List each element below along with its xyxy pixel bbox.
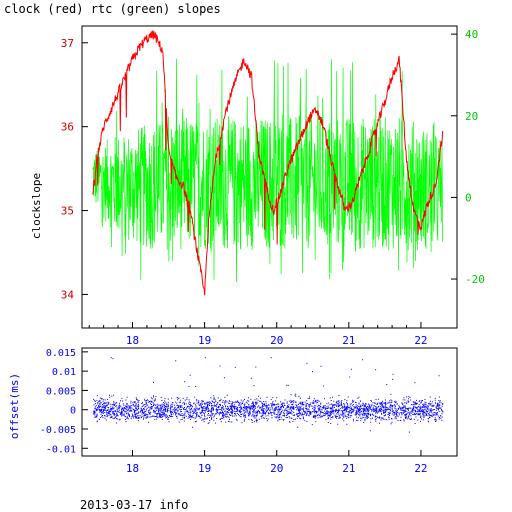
- y-left-tick-label: 36: [61, 121, 74, 134]
- rtc-line: [92, 58, 443, 283]
- y-right-tick-label: 40: [465, 28, 478, 41]
- bottom-y-tick-label: -0.01: [46, 444, 76, 455]
- bottom-x-tick-label: 19: [198, 462, 211, 475]
- footer-date-label: 2013-03-17 info: [80, 498, 189, 512]
- clockslope-axis-label: clockslope: [30, 173, 43, 239]
- offset-axis-label: offset(ms): [8, 373, 21, 439]
- x-tick-label: 21: [342, 334, 355, 345]
- bottom-x-tick-label: 20: [270, 462, 283, 475]
- clock-series: [92, 30, 444, 296]
- y-right-tick-label: 20: [465, 110, 478, 123]
- y-left-tick-label: 37: [61, 37, 74, 50]
- chart-title: clock (red) rtc (green) slopes: [4, 2, 221, 16]
- y-left-tick-label: 35: [61, 205, 74, 218]
- x-tick-label: 18: [126, 334, 139, 345]
- y-left-tick-label: 34: [61, 288, 75, 301]
- bottom-y-tick-label: 0.01: [52, 367, 76, 378]
- y-right-tick-label: -20: [465, 273, 485, 286]
- top-chart: 18 19 20 21 22 34 35 36 37 -20 0 20 40 clockslope: [30, 25, 485, 345]
- offset-series: [92, 357, 444, 433]
- bottom-y-tick-label: 0.005: [46, 386, 76, 397]
- x-tick-label: 22: [414, 334, 427, 345]
- y-right-tick-label: 0: [465, 191, 472, 204]
- top-axes: 18 19 20 21 22 34 35 36 37 -20 0 20 40: [61, 28, 485, 345]
- top-plot-frame: [81, 25, 458, 329]
- bottom-y-tick-label: 0: [70, 406, 76, 417]
- x-tick-label: 19: [198, 334, 211, 345]
- clock-line: [92, 30, 444, 296]
- x-tick-label: 20: [270, 334, 283, 345]
- bottom-axes: 18 19 20 21 22 0.015 0.01 0.005 0 -0.005 -0.01: [40, 348, 428, 475]
- bottom-y-tick-label: -0.005: [40, 425, 76, 436]
- rtc-series: [92, 58, 443, 283]
- bottom-y-tick-label: 0.015: [46, 348, 76, 359]
- bottom-x-tick-label: 22: [414, 462, 427, 475]
- offset-points: [92, 357, 444, 433]
- bottom-chart: 18 19 20 21 22 0.015 0.01 0.005 0 -0.005 -0.01 off…: [8, 347, 458, 475]
- bottom-x-tick-label: 18: [126, 462, 139, 475]
- bottom-x-tick-label: 21: [342, 462, 355, 475]
- bottom-plot-frame: [81, 347, 458, 457]
